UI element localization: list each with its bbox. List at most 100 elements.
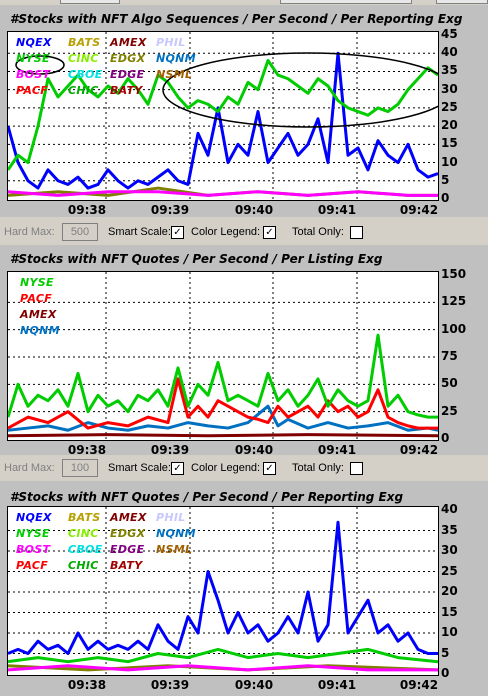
total-only-checkbox[interactable]: [350, 462, 363, 475]
legend-item: CHIC: [68, 559, 99, 572]
smart-scale-checkbox[interactable]: ✓: [171, 462, 184, 475]
y-tick-label: 150: [441, 267, 467, 281]
x-tick-label: 09:39: [150, 203, 190, 217]
series-line-nqnm: [8, 404, 438, 432]
y-tick-label: 15: [441, 136, 458, 151]
legend-item: AMEX: [20, 308, 57, 321]
color-legend-checkbox[interactable]: ✓: [263, 226, 276, 239]
x-tick-label: 09:41: [317, 443, 357, 457]
y-tick-label: 50: [441, 376, 458, 391]
legend-item: CINC: [68, 527, 99, 540]
x-tick-label: 09:40: [234, 678, 274, 692]
y-tick-label: 45: [441, 27, 458, 41]
legend-item: CBOE: [68, 543, 103, 556]
series-line-nqex: [8, 520, 438, 655]
chart-controls-1: Hard Max: 500 Smart Scale: ✓ Color Legen…: [0, 219, 488, 245]
hard-max-input[interactable]: 500: [62, 223, 98, 241]
legend-item: PHIL: [156, 511, 186, 524]
y-tick-label: 40: [441, 45, 458, 60]
y-tick-label: 40: [441, 502, 458, 516]
chart-svg: [8, 272, 438, 440]
legend-item: AMEX: [110, 511, 147, 524]
x-tick-label: 09:41: [317, 678, 357, 692]
top-toolbar-strip: [0, 0, 488, 5]
toolbar-field[interactable]: [280, 0, 412, 4]
y-tick-label: 0: [441, 191, 450, 205]
x-tick-label: 09:42: [399, 678, 439, 692]
color-legend-label: Color Legend:: [191, 462, 261, 474]
series-line-amex: [8, 433, 438, 438]
legend-item: AMEX: [110, 36, 147, 49]
x-tick-label: 09:42: [399, 443, 439, 457]
y-tick-label: 20: [441, 584, 458, 598]
plot-area: NYSE PACF AMEX NQNM: [7, 271, 439, 441]
x-tick-label: 09:39: [150, 443, 190, 457]
y-tick-label: 0: [441, 431, 450, 445]
series-line-nyse: [8, 333, 438, 419]
legend-item: EDGE: [110, 543, 145, 556]
y-tick-label: 35: [441, 522, 458, 537]
color-legend-checkbox[interactable]: ✓: [263, 462, 276, 475]
legend-item: NQEX: [16, 36, 52, 49]
legend-item: NQNM: [156, 527, 196, 540]
legend-item: PACF: [20, 292, 53, 305]
x-tick-label: 09:42: [399, 203, 439, 217]
legend-item: EDGX: [110, 527, 146, 540]
y-tick-label: 5: [441, 172, 450, 187]
chart-svg: [8, 32, 438, 200]
chart-svg: [8, 507, 438, 675]
series-line-nyse: [8, 59, 438, 171]
legend-item: PACF: [16, 84, 49, 97]
legend-item: NQNM: [156, 52, 196, 65]
series-line-pacf: [8, 377, 438, 430]
y-tick-label: 75: [441, 349, 458, 363]
legend-item: BATS: [68, 36, 101, 49]
chart-panel-2: #Stocks with NFT Quotes / Per Second / P…: [0, 245, 488, 457]
y-tick-label: 125: [441, 294, 467, 309]
legend-item: CINC: [68, 52, 99, 65]
smart-scale-checkbox[interactable]: ✓: [171, 226, 184, 239]
y-tick-label: 0: [441, 666, 450, 680]
legend-item: PACF: [16, 559, 49, 572]
plot-area: NQEX BATS AMEX PHIL NYSE CINC EDGX NQNM BOST CBOE…: [7, 506, 439, 676]
color-legend-label: Color Legend:: [191, 226, 261, 238]
x-tick-label: 09:38: [67, 443, 107, 457]
legend-item: CBOE: [68, 68, 103, 81]
y-tick-label: 25: [441, 99, 458, 114]
legend-item: NQNM: [20, 324, 60, 337]
annotation-ellipse-legend: [15, 55, 65, 75]
legend-item: BOST: [16, 68, 51, 81]
legend-item: BATY: [110, 559, 143, 572]
toolbar-field[interactable]: [60, 0, 120, 4]
y-tick-label: 20: [441, 118, 458, 133]
total-only-label: Total Only:: [292, 462, 344, 474]
legend-item: NYSE: [16, 527, 50, 540]
chart-title: #Stocks with NFT Algo Sequences / Per Se…: [10, 12, 463, 26]
hard-max-label: Hard Max:: [4, 226, 55, 238]
series-line-nqex: [8, 51, 438, 190]
y-tick-label: 25: [441, 563, 458, 578]
chart-title: #Stocks with NFT Quotes / Per Second / P…: [10, 252, 383, 266]
chart-title: #Stocks with NFT Quotes / Per Second / P…: [10, 490, 404, 504]
hard-max-label: Hard Max:: [4, 462, 55, 474]
legend-item: NSML: [156, 543, 193, 556]
plot-area: NQEX BATS AMEX PHIL NYSE CINC EDGX NQNM BOST CBOE…: [7, 31, 439, 201]
legend-item: NQEX: [16, 511, 52, 524]
legend-item: BATS: [68, 511, 101, 524]
y-tick-label: 5: [441, 645, 450, 660]
legend-item: BATY: [110, 84, 143, 97]
y-tick-label: 10: [441, 154, 458, 169]
hard-max-input[interactable]: 100: [62, 459, 98, 477]
y-tick-label: 25: [441, 403, 458, 418]
y-tick-label: 15: [441, 604, 458, 619]
x-tick-label: 09:40: [234, 443, 274, 457]
x-tick-label: 09:40: [234, 203, 274, 217]
total-only-checkbox[interactable]: [350, 226, 363, 239]
toolbar-button[interactable]: [436, 0, 488, 4]
legend-item: NYSE: [20, 276, 54, 289]
series-line-bost: [8, 664, 438, 672]
y-tick-label: 35: [441, 63, 458, 78]
total-only-label: Total Only:: [292, 226, 344, 238]
legend-item: NYSE: [16, 52, 50, 65]
chart-panel-1: #Stocks with NFT Algo Sequences / Per Se…: [0, 5, 488, 217]
